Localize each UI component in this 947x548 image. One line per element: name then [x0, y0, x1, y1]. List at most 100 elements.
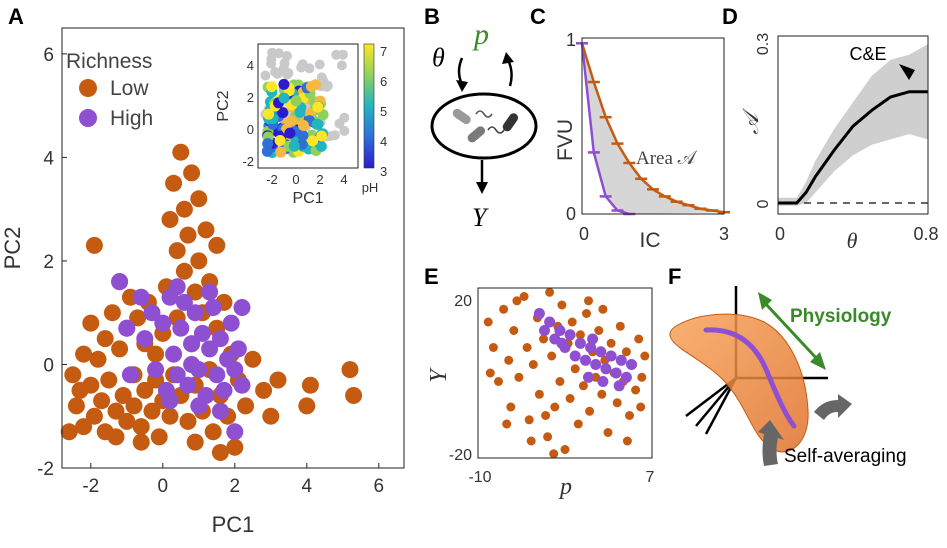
- arrow-theta-in: [457, 57, 464, 85]
- e-point-low-6: [509, 326, 519, 335]
- panel-a: -2 0 2 4 6 6 4 2 0 -2 PC1 PC2 Richness Low High 4…: [0, 27, 405, 537]
- panel-c-xtick-0: 0: [579, 224, 589, 244]
- point-low-65: [226, 438, 244, 456]
- inset-ph-point-117: [305, 81, 317, 92]
- point-low-81: [107, 428, 125, 446]
- point-low-55: [197, 221, 215, 239]
- a-ytick-label-0: 6: [43, 45, 54, 66]
- e-point-low-28: [575, 330, 585, 340]
- a-xtick-label-0: -2: [82, 476, 99, 497]
- point-low-13: [103, 304, 121, 322]
- e-point-low-59: [541, 411, 551, 420]
- e-point-low-47: [634, 334, 644, 344]
- point-low-74: [341, 361, 359, 379]
- point-low-4: [75, 418, 93, 436]
- e-point-low-48: [637, 372, 647, 382]
- panel-b-y: Y: [472, 203, 489, 232]
- point-low-19: [118, 412, 136, 430]
- panel-b: θ p Y: [430, 18, 538, 232]
- point-high-28: [229, 340, 247, 358]
- point-high-13: [175, 293, 193, 311]
- panel-a-axes-frame: [61, 27, 405, 469]
- squiggle-1: [475, 110, 493, 118]
- inset-ph-point-111: [288, 140, 300, 152]
- panel-d-annotation-arrow: [899, 64, 915, 80]
- e-point-high-14: [605, 350, 617, 362]
- panel-d-ytick-03: 0.3: [755, 33, 772, 55]
- inset-ytick-2: 2: [247, 90, 254, 105]
- e-point-high-23: [587, 333, 599, 345]
- panel-d-ytick-0: 0: [755, 199, 772, 208]
- point-high-37: [183, 356, 201, 373]
- e-point-high-13: [600, 363, 612, 375]
- panel-a-ticks: -2 0 2 4 6 6 4 2 0 -2: [37, 45, 384, 497]
- a-ytick-label-3: 0: [43, 355, 54, 376]
- inset-ph-point-115: [262, 138, 274, 150]
- point-high-6: [147, 361, 165, 379]
- inset-ph-point-88: [284, 127, 296, 139]
- e-point-low-46: [631, 385, 641, 395]
- point-high-11: [168, 366, 186, 384]
- point-high-15: [183, 335, 201, 353]
- e-point-low-9: [522, 343, 532, 352]
- point-low-44: [175, 200, 193, 218]
- e-point-high-2: [544, 316, 556, 328]
- point-low-43: [175, 262, 193, 280]
- point-low-3: [75, 345, 93, 363]
- e-point-low-11: [528, 360, 538, 369]
- panel-d-xtick-08: 0.8: [913, 224, 938, 244]
- point-high-10: [165, 345, 183, 363]
- point-high-18: [193, 324, 211, 342]
- inset-ph-point-116: [290, 95, 302, 107]
- cell-bacteria: [452, 108, 519, 143]
- manifold-trajectory: [703, 327, 797, 429]
- panel-d: C&E 0.3 0 𝒜 0 0.8 θ: [738, 33, 939, 253]
- point-low-15: [111, 340, 129, 358]
- panel-c: Area 𝒜 1 0 0 3 IC FVU: [554, 30, 730, 252]
- e-point-high-9: [580, 354, 591, 366]
- e-point-high-4: [554, 325, 566, 336]
- inset-ph-point-104: [298, 120, 309, 131]
- panel-d-xlabel: θ: [847, 228, 858, 253]
- physiology-arrowhead-up: [758, 292, 772, 310]
- e-point-low-22: [560, 445, 570, 454]
- point-high-5: [143, 304, 161, 322]
- point-high-26: [222, 314, 240, 332]
- a-xtick-label-4: 6: [374, 476, 385, 497]
- e-point-low-1: [488, 343, 498, 352]
- e-point-high-22: [613, 380, 625, 392]
- e-point-high-0: [533, 308, 545, 319]
- panel-c-axes-frame: [581, 37, 725, 215]
- arrowhead-p-out: [502, 52, 514, 64]
- legend-high-marker: [79, 109, 97, 127]
- inset-gray-point-54: [314, 59, 325, 70]
- point-low-58: [204, 423, 222, 441]
- point-low-23: [129, 309, 147, 327]
- inset-gray-point-13: [339, 125, 350, 136]
- point-low-22: [125, 397, 143, 415]
- inset-ytick-4: 4: [247, 58, 254, 73]
- point-low-12: [100, 371, 118, 389]
- point-high-4: [136, 330, 154, 348]
- e-point-low-38: [606, 338, 616, 348]
- e-point-low-14: [539, 334, 548, 344]
- e-point-high-20: [583, 371, 594, 383]
- panel-b-p: p: [472, 18, 489, 51]
- e-point-low-27: [573, 419, 583, 429]
- arrow-p-out: [506, 59, 513, 87]
- inset-ph-point-103: [316, 130, 328, 142]
- point-low-29: [147, 345, 165, 363]
- point-high-1: [118, 319, 136, 337]
- point-low-17: [114, 387, 132, 404]
- inset-ph-point-93: [266, 81, 278, 93]
- point-low-49: [186, 283, 204, 301]
- point-low-40: [168, 242, 186, 260]
- e-point-low-17: [547, 351, 557, 361]
- inset-xlabel: PC1: [292, 190, 323, 207]
- point-high-23: [211, 330, 229, 348]
- e-point-low-34: [594, 326, 604, 335]
- inset-ytick-m2: -2: [242, 154, 254, 169]
- e-point-low-57: [636, 402, 646, 412]
- point-low-7: [85, 407, 103, 425]
